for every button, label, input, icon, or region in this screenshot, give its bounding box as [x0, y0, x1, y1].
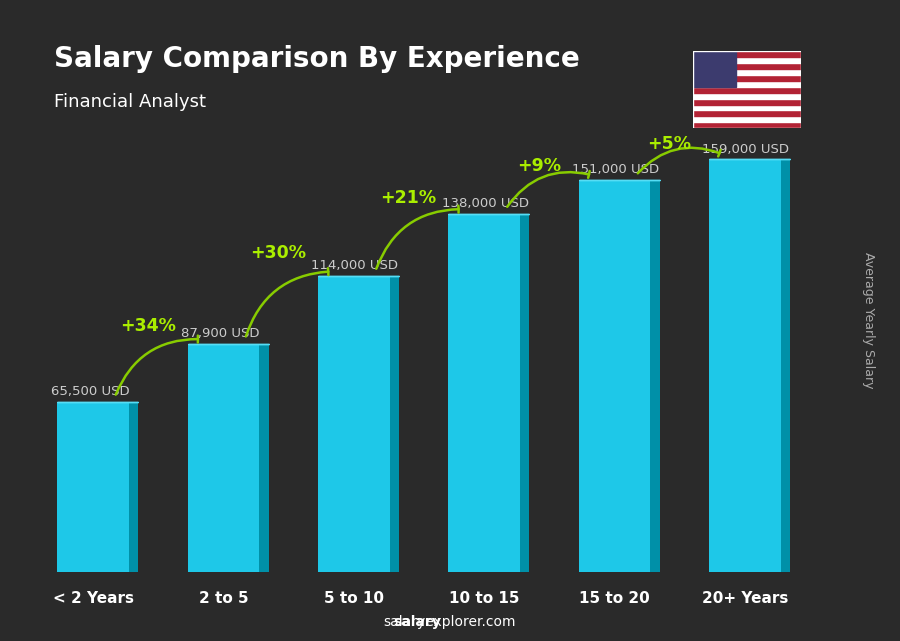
Bar: [188, 344, 259, 572]
Text: 87,900 USD: 87,900 USD: [181, 327, 259, 340]
Text: 151,000 USD: 151,000 USD: [572, 163, 659, 176]
Text: 65,500 USD: 65,500 USD: [50, 385, 130, 398]
Text: 20+ Years: 20+ Years: [702, 591, 788, 606]
Text: < 2 Years: < 2 Years: [53, 591, 134, 606]
Text: 114,000 USD: 114,000 USD: [311, 260, 399, 272]
Bar: [693, 75, 801, 81]
Bar: [693, 51, 801, 57]
Text: +5%: +5%: [647, 135, 691, 153]
Bar: [709, 160, 780, 572]
Text: 15 to 20: 15 to 20: [579, 591, 650, 606]
Text: 10 to 15: 10 to 15: [449, 591, 519, 606]
Bar: [693, 81, 801, 87]
Text: +9%: +9%: [517, 157, 561, 175]
Bar: [693, 87, 801, 93]
Bar: [259, 344, 269, 572]
Bar: [693, 57, 801, 63]
Bar: [693, 51, 736, 87]
Text: +34%: +34%: [120, 317, 176, 335]
Bar: [693, 110, 801, 117]
Bar: [58, 402, 129, 572]
Text: salary: salary: [392, 615, 441, 629]
Bar: [448, 214, 520, 572]
Text: 2 to 5: 2 to 5: [199, 591, 248, 606]
Bar: [693, 117, 801, 122]
Bar: [780, 160, 790, 572]
Bar: [693, 63, 801, 69]
Bar: [520, 214, 529, 572]
Bar: [693, 99, 801, 104]
Bar: [651, 180, 660, 572]
Text: +30%: +30%: [250, 244, 306, 262]
Text: salaryexplorer.com: salaryexplorer.com: [383, 615, 517, 629]
Bar: [318, 276, 390, 572]
Bar: [129, 402, 139, 572]
Text: Average Yearly Salary: Average Yearly Salary: [862, 253, 875, 388]
Text: 159,000 USD: 159,000 USD: [702, 142, 789, 156]
Bar: [693, 122, 801, 128]
Text: 5 to 10: 5 to 10: [324, 591, 383, 606]
Text: 138,000 USD: 138,000 USD: [442, 197, 529, 210]
Bar: [390, 276, 399, 572]
Bar: [579, 180, 651, 572]
Text: +21%: +21%: [381, 189, 436, 207]
Bar: [693, 93, 801, 99]
Text: Financial Analyst: Financial Analyst: [54, 93, 206, 111]
Bar: [693, 104, 801, 110]
Text: Salary Comparison By Experience: Salary Comparison By Experience: [54, 45, 580, 73]
Bar: [693, 69, 801, 75]
